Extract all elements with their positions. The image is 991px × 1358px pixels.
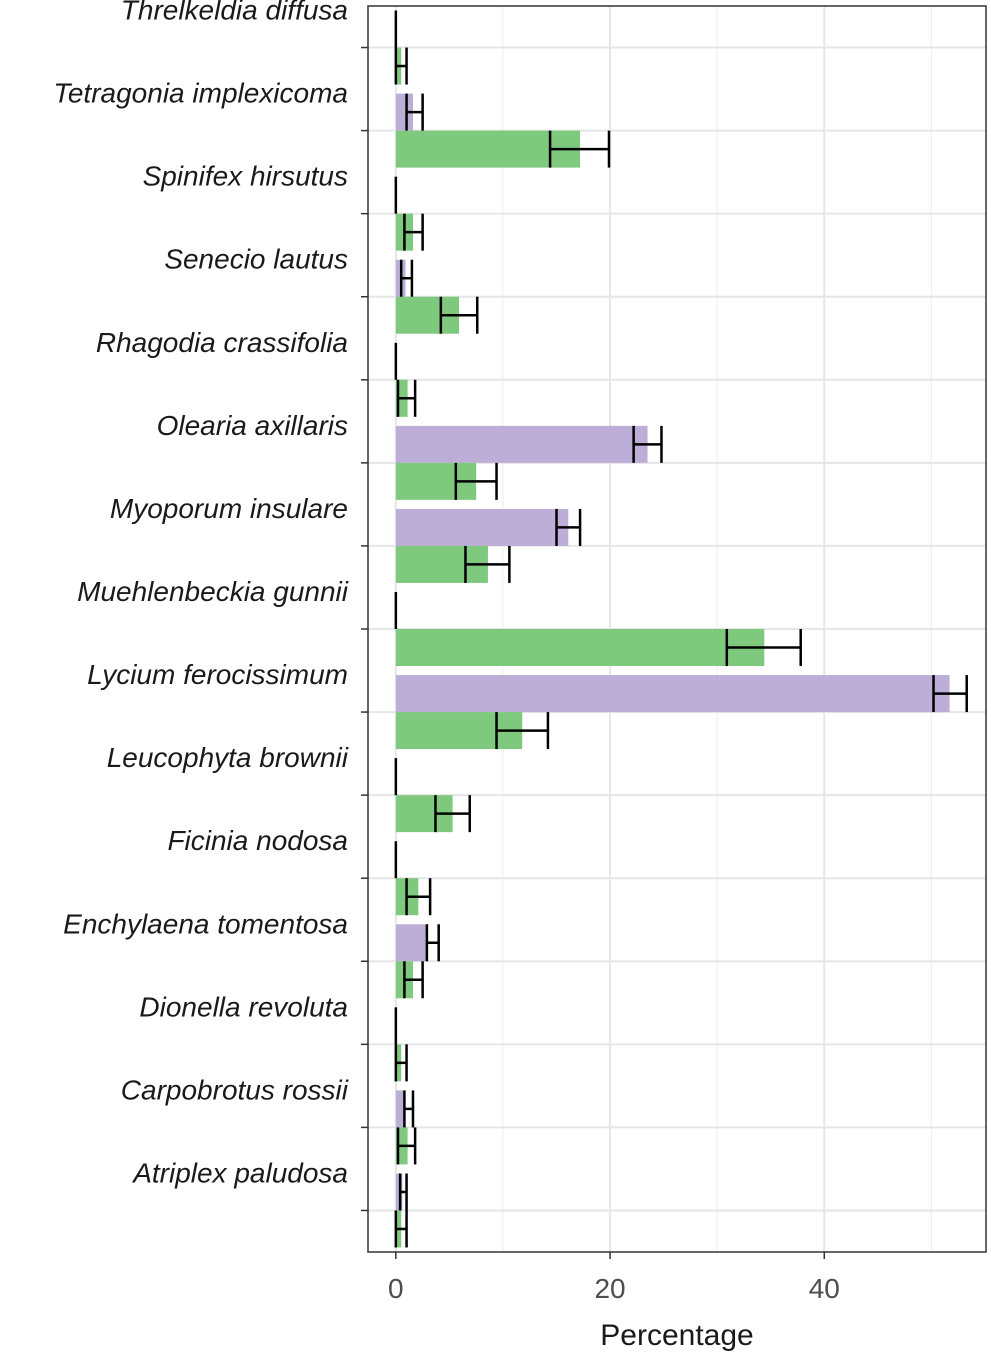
y-tick-label: Myoporum insulare bbox=[110, 493, 348, 524]
y-tick-label: Lycium ferocissimum bbox=[87, 659, 348, 690]
y-tick-label: Muehlenbeckia gunnii bbox=[77, 576, 349, 607]
y-tick-label: Enchylaena tomentosa bbox=[63, 908, 348, 939]
y-tick-label: Atriplex paludosa bbox=[131, 1157, 348, 1188]
x-tick-label: 0 bbox=[388, 1273, 404, 1304]
x-tick-label: 20 bbox=[594, 1273, 625, 1304]
bars bbox=[395, 47, 950, 1248]
y-tick-label: Carpobrotus rossii bbox=[121, 1074, 349, 1105]
error-bars bbox=[394, 10, 968, 1248]
y-tick-label: Ficinia nodosa bbox=[167, 825, 348, 856]
y-tick-label: Tetragonia implexicoma bbox=[53, 78, 348, 109]
bar bbox=[395, 93, 413, 131]
y-tick-label: Spinifex hirsutus bbox=[143, 161, 348, 192]
bar bbox=[395, 508, 569, 546]
y-tick-label: Rhagodia crassifolia bbox=[96, 327, 348, 358]
y-tick-label: Leucophyta brownii bbox=[107, 742, 349, 773]
y-tick-label: Threlkeldia diffusa bbox=[121, 0, 348, 26]
bar bbox=[395, 924, 428, 962]
bar bbox=[395, 425, 648, 463]
y-tick-label: Dionella revoluta bbox=[139, 991, 348, 1022]
y-axis: Threlkeldia diffusa Tetragonia implexicom… bbox=[53, 0, 368, 1212]
bar bbox=[395, 675, 950, 713]
bar bbox=[395, 629, 765, 666]
x-axis: 0 20 40 bbox=[388, 1252, 840, 1304]
x-tick-label: 40 bbox=[809, 1273, 840, 1304]
y-tick-label: Senecio lautus bbox=[164, 244, 348, 275]
y-tick-label: Olearia axillaris bbox=[157, 410, 348, 441]
x-axis-title: Percentage bbox=[600, 1319, 753, 1352]
bar bbox=[395, 1090, 406, 1128]
